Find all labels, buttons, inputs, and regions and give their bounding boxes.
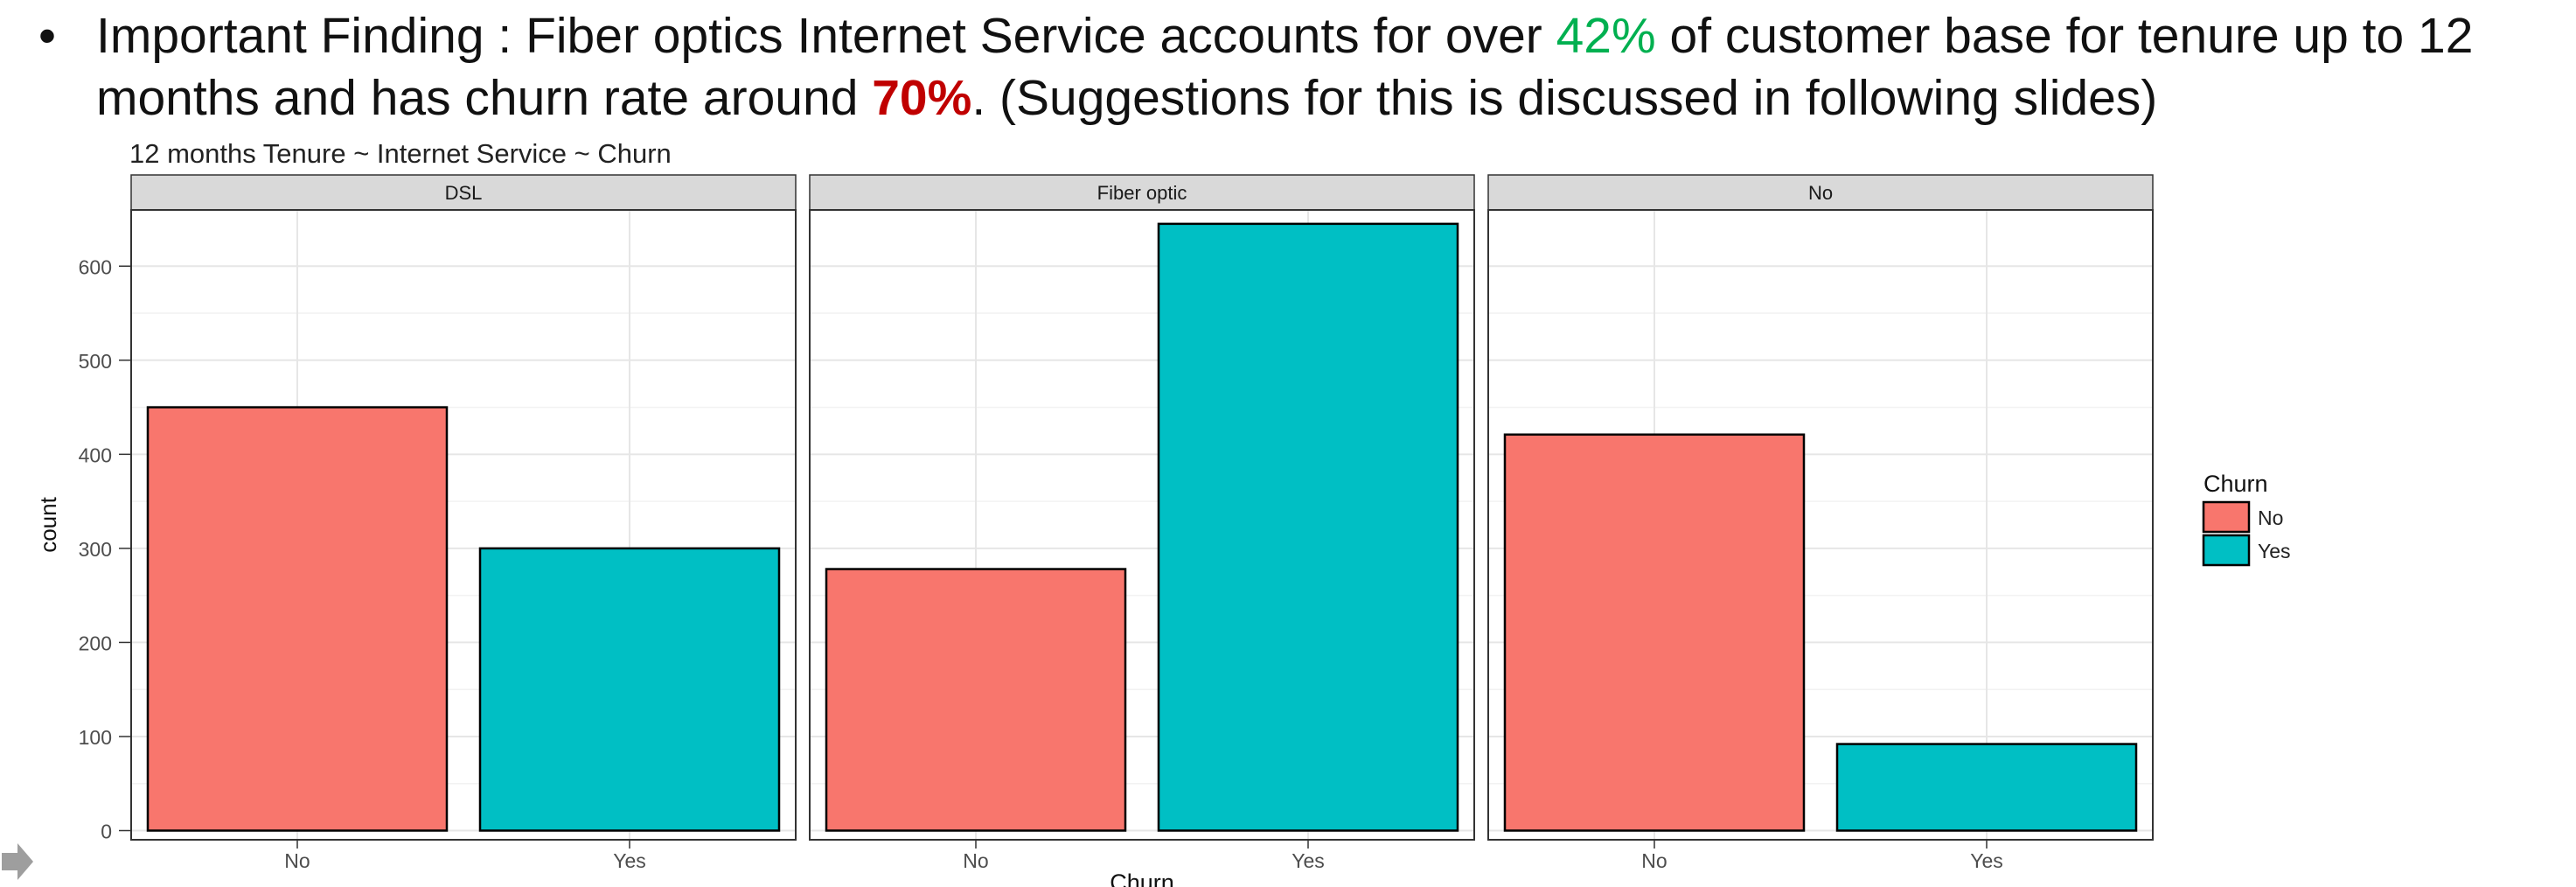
y-tick-label: 0 [101, 821, 112, 843]
bar [146, 406, 449, 832]
legend-key [2202, 534, 2251, 567]
legend-title: Churn [2204, 471, 2268, 497]
bar [1835, 743, 2138, 832]
panel-border [130, 209, 797, 841]
panel-border [1487, 209, 2154, 841]
facet-label: Fiber optic [1097, 182, 1187, 204]
finding-suffix: . (Suggestions for this is discussed in … [971, 70, 2158, 126]
x-tick-label: No [284, 849, 310, 872]
finding-sentence: Important Finding : Fiber optics Interne… [96, 5, 2557, 129]
y-axis-label: count [35, 496, 61, 552]
finding-prefix: Important Finding : Fiber optics Interne… [96, 8, 1556, 64]
bar [478, 547, 781, 832]
panel-border [809, 209, 1475, 841]
finding-share-highlight: 42% [1556, 8, 1656, 64]
bar [1503, 433, 1806, 832]
y-tick-label: 200 [79, 632, 112, 654]
facet-bar-chart: 12 months Tenure ~ Internet Service ~ Ch… [35, 138, 2291, 887]
y-tick-label: 100 [79, 726, 112, 749]
chart-title: 12 months Tenure ~ Internet Service ~ Ch… [129, 138, 672, 169]
bullet: • [38, 8, 56, 64]
x-tick-label: Yes [1291, 849, 1325, 872]
bar [825, 568, 1127, 832]
y-tick-label: 600 [79, 255, 112, 278]
x-tick-label: Yes [613, 849, 646, 872]
y-tick-label: 300 [79, 538, 112, 561]
finding-text: • Important Finding : Fiber optics Inter… [38, 5, 2557, 129]
bar [1157, 222, 1459, 832]
x-tick-label: No [1641, 849, 1667, 872]
y-tick-label: 500 [79, 350, 112, 373]
legend-key [2202, 500, 2251, 534]
finding-churn-highlight: 70% [872, 70, 972, 126]
facet-strip [130, 174, 797, 211]
x-tick-label: Yes [1970, 849, 2003, 872]
y-tick-label: 400 [79, 444, 112, 466]
legend-label: Yes [2258, 540, 2291, 562]
finding-middle: of customer base for tenure up to 12 mon… [96, 8, 2474, 126]
x-axis-label: Churn [1110, 870, 1174, 887]
x-tick-label: No [963, 849, 988, 872]
slide-nav-arrow-icon[interactable] [0, 842, 35, 882]
facet-label: No [1808, 182, 1833, 204]
facet-strip [809, 174, 1475, 211]
facet-strip [1487, 174, 2154, 211]
legend-label: No [2258, 506, 2283, 529]
facet-label: DSL [445, 182, 483, 204]
